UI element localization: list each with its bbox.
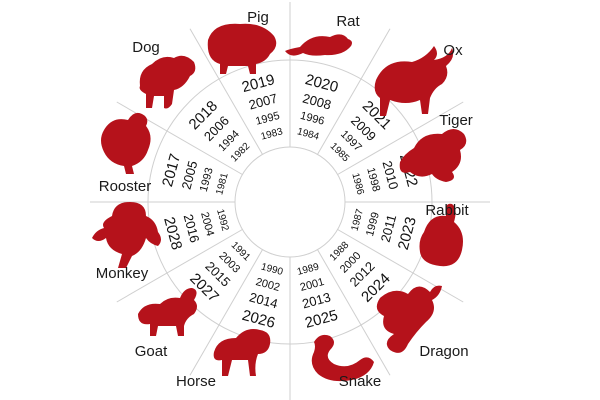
rat-icon	[285, 34, 352, 56]
animal-label-rooster: Rooster	[99, 178, 152, 195]
animal-label-goat: Goat	[135, 343, 168, 360]
animal-label-rabbit: Rabbit	[425, 202, 469, 219]
rooster-icon	[101, 112, 151, 174]
year-label: 1996	[299, 110, 326, 128]
rabbit-icon	[419, 203, 463, 267]
year-label: 2026	[240, 307, 277, 332]
year-label: 2007	[247, 90, 279, 112]
animal-label-pig: Pig	[247, 9, 269, 26]
animal-label-snake: Snake	[339, 373, 382, 390]
dog-icon	[139, 55, 196, 109]
segment-divider	[317, 28, 391, 155]
ox-icon	[374, 46, 454, 116]
segment-divider	[116, 229, 243, 303]
pig-icon	[207, 23, 277, 74]
snake-icon	[311, 334, 374, 382]
year-label: 1983	[260, 126, 285, 142]
year-label: 2023	[395, 215, 420, 252]
animal-label-tiger: Tiger	[439, 112, 473, 129]
animal-label-ox: Ox	[443, 42, 463, 59]
inner-ring	[234, 146, 346, 258]
monkey-icon	[92, 202, 161, 268]
year-label: 1998	[364, 166, 382, 193]
animal-icons	[92, 23, 467, 382]
year-label: 1984	[296, 126, 321, 142]
segment-divider	[189, 28, 263, 155]
segment-divider	[189, 249, 263, 376]
animal-labels: Rat Ox Tiger Rabbit Dragon Snake Horse Goat Monk…	[96, 9, 473, 390]
year-label: 2028	[160, 215, 185, 252]
year-label: 2010	[380, 159, 402, 191]
animal-label-dragon: Dragon	[419, 343, 468, 360]
year-label: 2025	[303, 307, 340, 332]
animal-label-dog: Dog	[132, 39, 160, 56]
animal-label-horse: Horse	[176, 373, 216, 390]
horse-icon	[213, 329, 271, 376]
year-label: 2016	[181, 212, 203, 244]
segment-divider	[337, 229, 464, 303]
year-label: 1986	[349, 172, 365, 197]
year-label: 1981	[214, 171, 230, 196]
year-label: 2014	[248, 289, 280, 311]
year-label: 1989	[296, 261, 321, 277]
animal-label-rat: Rat	[336, 13, 360, 30]
year-label: 2013	[300, 289, 332, 311]
year-label: 1995	[254, 110, 281, 128]
year-label: 2011	[378, 213, 400, 244]
year-label: 1987	[350, 208, 366, 233]
year-label: 1992	[214, 208, 230, 233]
year-label: 1990	[260, 262, 285, 278]
goat-icon	[138, 288, 197, 336]
segment-divider	[317, 249, 391, 376]
year-label: 1993	[198, 166, 216, 193]
dragon-icon	[376, 285, 442, 353]
year-label: 2005	[178, 159, 200, 191]
year-label: 2008	[301, 90, 333, 112]
tiger-icon	[399, 129, 467, 182]
segment-divider	[337, 101, 464, 175]
animal-label-monkey: Monkey	[96, 265, 149, 282]
